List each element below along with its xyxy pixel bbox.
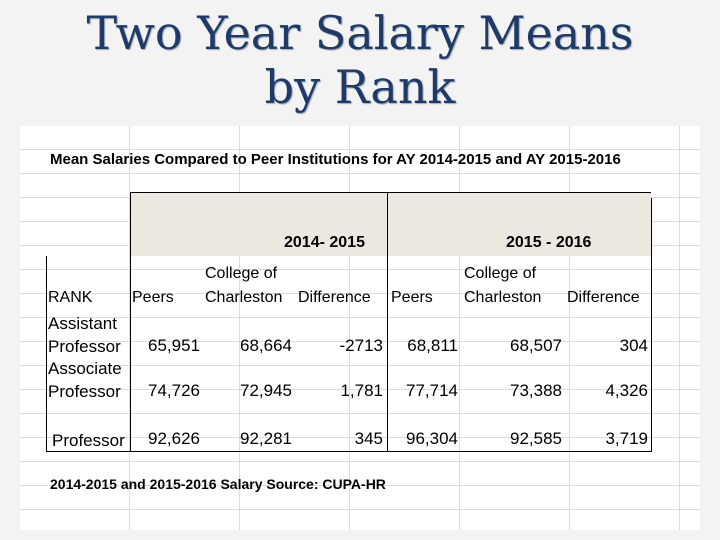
table-border-right: [651, 198, 652, 452]
table-border-mid: [387, 192, 388, 452]
col-header-coc-2015-line1: College of: [464, 265, 537, 282]
col-header-coc-2014-line1: College of: [205, 265, 278, 282]
cell-diff-2014: 345: [354, 429, 383, 448]
table-border-peers: [130, 192, 131, 452]
period-label-2015: 2015 - 2016: [506, 234, 592, 251]
col-header-diff-2014: Difference: [298, 289, 371, 306]
col-header-coc-2015-line2: Charleston: [464, 289, 542, 306]
cell-coc-2014: 72,945: [240, 381, 292, 400]
cell-peers-2014: 74,726: [148, 381, 200, 400]
cell-coc-2015: 68,507: [510, 336, 562, 355]
slide-title-line2: by Rank: [264, 60, 456, 114]
header-band-2014: [130, 192, 387, 256]
cell-coc-2015: 73,388: [510, 381, 562, 400]
cell-diff-2015: 4,326: [605, 381, 648, 400]
period-label-2014: 2014- 2015: [284, 234, 365, 251]
cell-coc-2014: 92,281: [240, 429, 292, 448]
header-band-2015: [387, 192, 651, 256]
table-row-rank: Professor: [52, 406, 125, 452]
slide-title: Two Year Salary Means by Rank: [0, 6, 720, 114]
table-row-rank: Assistant Professor: [48, 312, 121, 358]
cell-coc-2014: 68,664: [240, 336, 292, 355]
cell-diff-2014: 1,781: [340, 381, 383, 400]
col-header-peers-2014: Peers: [132, 289, 174, 306]
slide-title-line1: Two Year Salary Means: [86, 6, 634, 60]
rank-line1: Assistant: [48, 314, 117, 333]
rank-line2: Professor: [52, 431, 125, 450]
col-header-coc-2015: College of Charleston: [464, 262, 541, 310]
table-caption: Mean Salaries Compared to Peer Instituti…: [50, 151, 621, 168]
rank-line2: Professor: [48, 382, 121, 401]
cell-peers-2015: 96,304: [406, 429, 458, 448]
table-row-rank: Associate Professor: [48, 357, 122, 403]
source-note: 2014-2015 and 2015-2016 Salary Source: C…: [50, 476, 386, 492]
col-header-coc-2014-line2: Charleston: [205, 289, 283, 306]
col-header-peers-2015: Peers: [391, 289, 433, 306]
cell-peers-2015: 68,811: [407, 336, 458, 355]
table-border-left: [46, 256, 47, 452]
cell-peers-2015: 77,714: [406, 381, 458, 400]
cell-diff-2014: -2713: [339, 336, 383, 355]
rank-line1: Associate: [48, 359, 122, 378]
cell-diff-2015: 3,719: [605, 429, 648, 448]
col-header-coc-2014: College of Charleston: [205, 262, 282, 310]
cell-coc-2015: 92,585: [510, 429, 562, 448]
table-border-top: [130, 192, 651, 193]
col-header-diff-2015: Difference: [567, 289, 640, 306]
rank-line2: Professor: [48, 337, 121, 356]
cell-diff-2015: 304: [619, 336, 648, 355]
table-border-bottom: [46, 451, 652, 452]
salary-spreadsheet: Mean Salaries Compared to Peer Instituti…: [20, 126, 700, 530]
col-header-rank: RANK: [48, 289, 93, 306]
cell-peers-2014: 92,626: [148, 429, 200, 448]
cell-peers-2014: 65,951: [148, 336, 200, 355]
